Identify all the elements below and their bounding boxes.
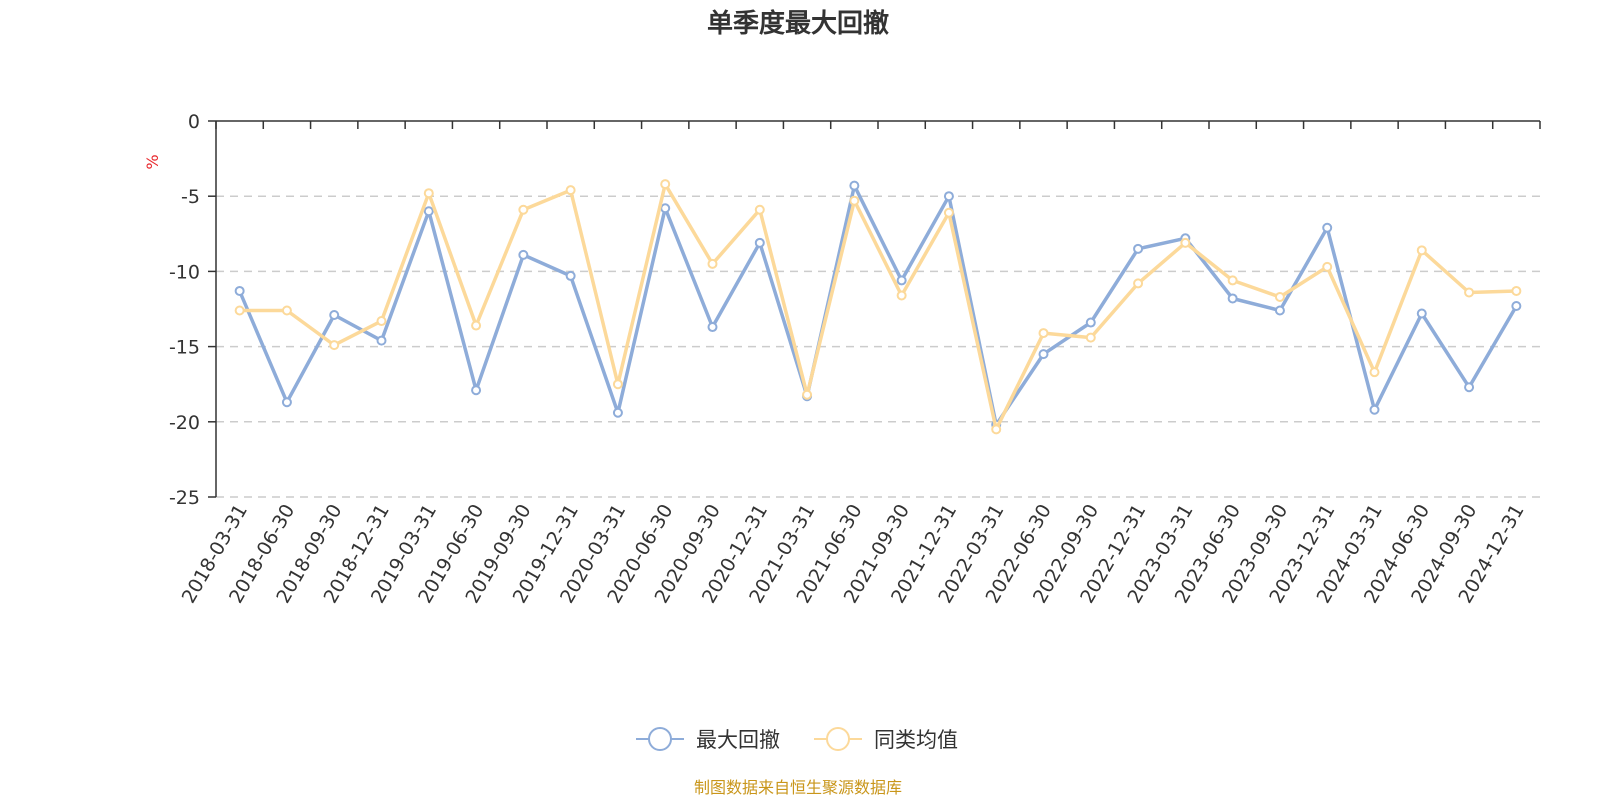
data-point [707,322,718,333]
legend-item-1[interactable]: 最大回撤 [636,727,780,752]
data-point [281,305,292,316]
y-tick-label: -15 [169,337,200,359]
data-point [707,258,718,269]
grid-lines [216,195,1540,498]
data-point [1511,300,1522,311]
data-point [234,285,245,296]
data-point [423,206,434,217]
data-point [518,204,529,215]
data-point [660,203,671,214]
data-point [281,397,292,408]
data-point [518,249,529,260]
series-line-2 [239,182,1517,432]
data-point [329,310,340,321]
data-point [1416,308,1427,319]
data-point [329,340,340,351]
data-point [943,207,954,218]
series-line-1 [237,183,1518,427]
y-tick-label: 0 [188,111,200,133]
y-tick-label: -25 [169,487,200,509]
data-point [565,185,576,196]
data-point [660,179,671,190]
data-point [1133,278,1144,289]
chart-title: 单季度最大回撤 [707,8,889,39]
data-point [1369,367,1380,378]
legend[interactable]: 最大回撤 同类均值 [636,727,958,752]
data-point [802,389,813,400]
data-point [1322,261,1333,272]
series-layer [234,179,1522,435]
data-point [1464,287,1475,298]
legend-marker [648,727,672,751]
data-point [849,180,860,191]
y-axis-ticks: 0 -5 -10 -15 -20 -25 [169,111,216,509]
legend-marker [826,727,850,751]
data-point [1416,245,1427,256]
data-point [1085,317,1096,328]
data-point [1227,293,1238,304]
data-point [896,275,907,286]
source-note: 制图数据来自恒生聚源数据库 [694,778,902,797]
data-point [1133,243,1144,254]
data-point [471,320,482,331]
data-point [1511,285,1522,296]
data-point [896,290,907,301]
data-point [1464,382,1475,393]
data-point [612,407,623,418]
y-unit-label: % [143,154,162,169]
data-point [1369,404,1380,415]
data-point [565,270,576,281]
data-point [754,204,765,215]
data-point [1038,328,1049,339]
data-point [754,237,765,248]
legend-item-2[interactable]: 同类均值 [814,727,958,752]
y-tick-label: -10 [169,261,200,283]
data-point [991,424,1002,435]
data-point [943,191,954,202]
axes [215,120,1540,497]
data-point [1038,349,1049,360]
data-point [1180,237,1191,248]
data-point [376,316,387,327]
y-tick-label: -20 [169,412,200,434]
data-point [849,195,860,206]
legend-label: 最大回撤 [696,728,780,752]
data-point [1322,222,1333,233]
legend-label: 同类均值 [874,728,958,752]
data-point [1085,332,1096,343]
data-point [376,335,387,346]
y-tick-label: -5 [181,186,200,208]
data-point [471,385,482,396]
data-point [423,188,434,199]
data-point [234,305,245,316]
data-point [1227,275,1238,286]
data-point [612,379,623,390]
data-point [1274,305,1285,316]
data-point [1274,291,1285,302]
